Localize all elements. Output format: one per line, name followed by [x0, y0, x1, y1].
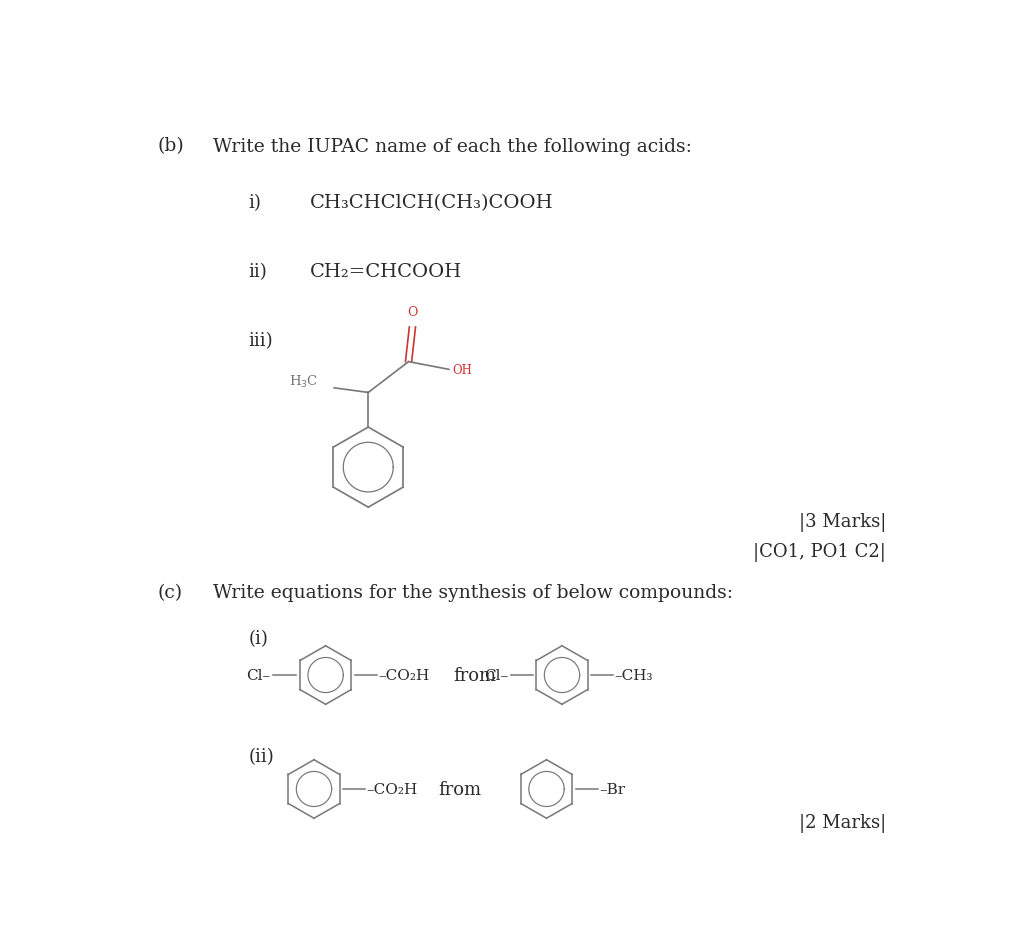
Text: |3 Marks|: |3 Marks|	[799, 514, 886, 533]
Text: Cl–: Cl–	[484, 669, 509, 683]
Text: (c): (c)	[158, 584, 182, 602]
Text: from: from	[454, 667, 497, 685]
Text: from: from	[438, 781, 481, 799]
Text: Write the IUPAC name of each the following acids:: Write the IUPAC name of each the followi…	[213, 137, 692, 155]
Text: H$_3$C: H$_3$C	[290, 374, 318, 390]
Text: –CO₂H: –CO₂H	[367, 783, 418, 797]
Text: –CH₃: –CH₃	[614, 669, 653, 683]
Text: ii): ii)	[248, 263, 267, 281]
Text: |2 Marks|: |2 Marks|	[799, 814, 886, 833]
Text: |CO1, PO1 C2|: |CO1, PO1 C2|	[753, 543, 886, 562]
Text: O: O	[408, 306, 418, 319]
Text: OH: OH	[452, 364, 472, 377]
Text: (b): (b)	[158, 137, 184, 155]
Text: CH₂=CHCOOH: CH₂=CHCOOH	[310, 263, 463, 281]
Text: –CO₂H: –CO₂H	[378, 669, 430, 683]
Text: iii): iii)	[248, 332, 272, 350]
Text: i): i)	[248, 194, 261, 212]
Text: (ii): (ii)	[248, 748, 273, 766]
Text: Write equations for the synthesis of below compounds:: Write equations for the synthesis of bel…	[213, 584, 733, 602]
Text: (i): (i)	[248, 630, 268, 648]
Text: –Br: –Br	[599, 783, 626, 797]
Text: Cl–: Cl–	[247, 669, 270, 683]
Text: CH₃CHClCH(CH₃)COOH: CH₃CHClCH(CH₃)COOH	[310, 194, 554, 212]
